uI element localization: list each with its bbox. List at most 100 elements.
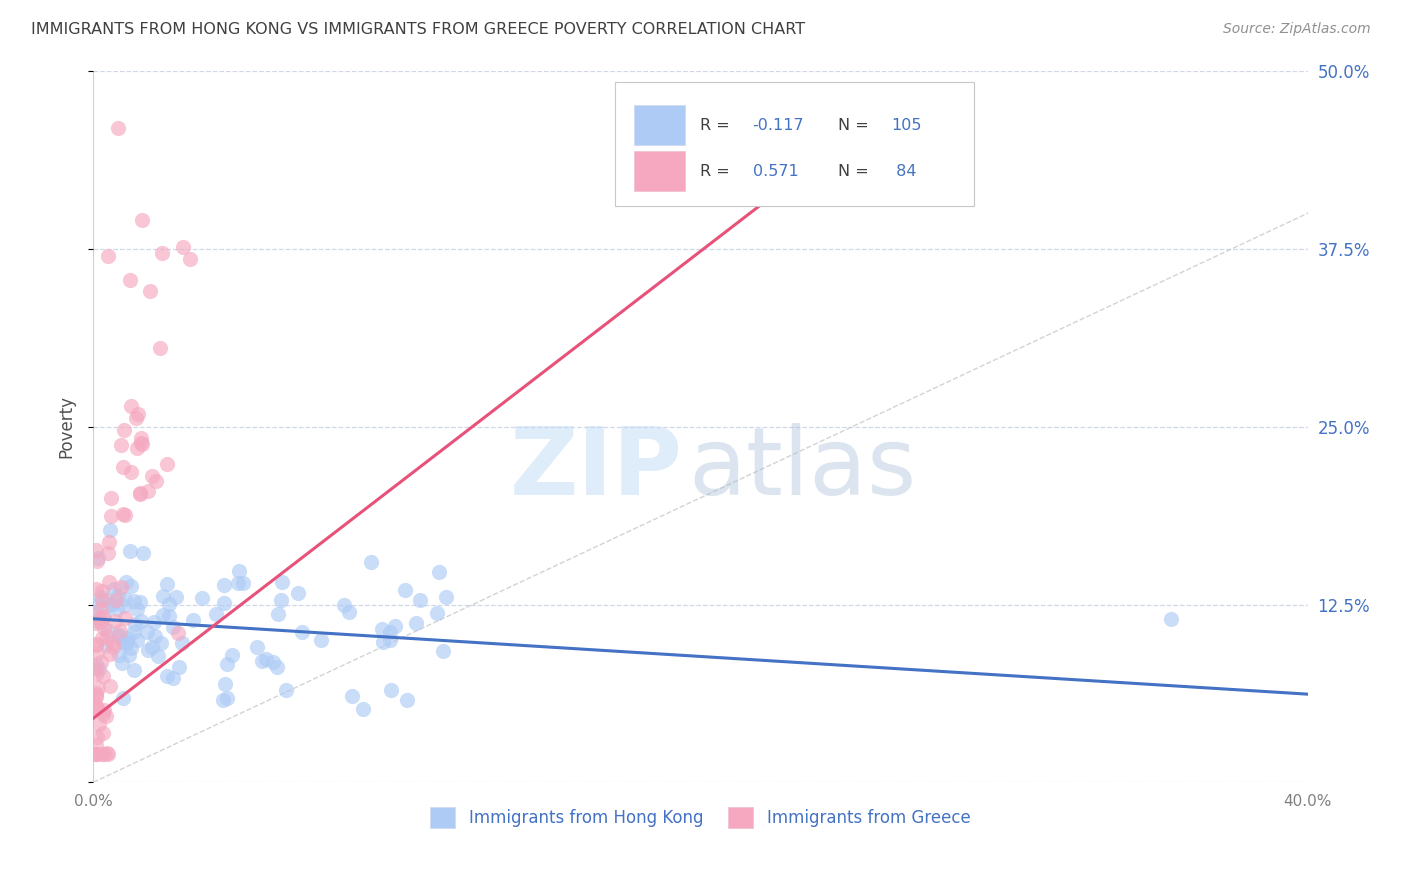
Point [122, 594, 145, 608]
Point [250, 654, 273, 668]
Point [84, 700, 107, 714]
Point [90, 590, 112, 604]
Text: R =: R = [700, 164, 735, 179]
Point [145, 629, 167, 643]
Point [215, 657, 238, 671]
Y-axis label: Poverty: Poverty [58, 395, 75, 458]
Point [115, 634, 138, 648]
Point [352, 702, 374, 716]
Point [84, 686, 107, 700]
Point [114, 610, 136, 624]
Text: 0.571: 0.571 [752, 164, 799, 179]
Point [337, 605, 360, 619]
Point [96, 624, 118, 639]
Point [108, 624, 131, 639]
Point [167, 626, 190, 640]
Point [152, 589, 174, 603]
Point [136, 643, 159, 657]
Point [246, 640, 269, 654]
FancyBboxPatch shape [634, 105, 685, 145]
Point [129, 486, 152, 500]
Point [98, 679, 121, 693]
Point [434, 590, 457, 604]
Point [221, 648, 243, 662]
Point [107, 588, 129, 602]
Point [91, 725, 114, 739]
Point [179, 252, 201, 266]
Point [112, 423, 135, 437]
Point [90, 655, 112, 669]
Point [86, 701, 108, 715]
Point [100, 599, 122, 613]
Point [111, 634, 134, 648]
Point [86, 597, 108, 611]
Point [105, 592, 128, 607]
Point [114, 591, 136, 606]
Point [90, 583, 112, 598]
Point [91, 631, 114, 645]
Point [262, 655, 284, 669]
Point [84, 606, 107, 620]
Point [162, 671, 184, 685]
Point [108, 648, 131, 662]
Point [409, 593, 432, 607]
Point [287, 586, 309, 600]
Point [84, 747, 107, 761]
Point [426, 606, 449, 620]
Point [395, 693, 418, 707]
Point [90, 602, 112, 616]
Point [98, 575, 121, 590]
Text: 84: 84 [891, 164, 917, 179]
Point [266, 660, 288, 674]
Point [122, 664, 145, 678]
Point [110, 580, 132, 594]
Point [91, 707, 114, 722]
Point [107, 629, 129, 643]
Point [103, 640, 125, 654]
Point [84, 688, 107, 702]
Point [1160, 612, 1182, 626]
Point [87, 611, 110, 625]
Point [98, 535, 121, 549]
Point [84, 543, 107, 558]
Point [142, 615, 165, 629]
Point [149, 342, 172, 356]
Point [120, 466, 142, 480]
Point [87, 681, 110, 695]
Point [360, 555, 382, 569]
Point [114, 508, 136, 522]
Point [165, 590, 187, 604]
Point [340, 689, 363, 703]
Legend: Immigrants from Hong Kong, Immigrants from Greece: Immigrants from Hong Kong, Immigrants fr… [423, 801, 977, 835]
Point [84, 637, 107, 651]
Point [127, 407, 149, 421]
Point [120, 544, 142, 558]
Point [311, 633, 333, 648]
Point [254, 652, 277, 666]
Point [172, 636, 194, 650]
Point [150, 246, 173, 260]
Point [84, 667, 107, 681]
Point [205, 607, 228, 622]
Point [86, 646, 108, 660]
Point [157, 598, 180, 612]
Point [427, 565, 450, 579]
Text: IMMIGRANTS FROM HONG KONG VS IMMIGRANTS FROM GREECE POVERTY CORRELATION CHART: IMMIGRANTS FROM HONG KONG VS IMMIGRANTS … [31, 22, 806, 37]
Point [93, 608, 115, 623]
Point [162, 620, 184, 634]
Point [105, 602, 128, 616]
Point [156, 669, 179, 683]
Point [380, 682, 402, 697]
Point [215, 691, 238, 706]
Point [378, 625, 401, 640]
Point [97, 747, 120, 761]
Point [84, 616, 107, 631]
Point [211, 692, 233, 706]
Point [115, 575, 138, 590]
Point [157, 609, 180, 624]
Text: atlas: atlas [689, 424, 917, 516]
Point [125, 602, 148, 616]
Point [172, 240, 194, 254]
Point [378, 633, 401, 648]
Text: 105: 105 [891, 118, 921, 133]
